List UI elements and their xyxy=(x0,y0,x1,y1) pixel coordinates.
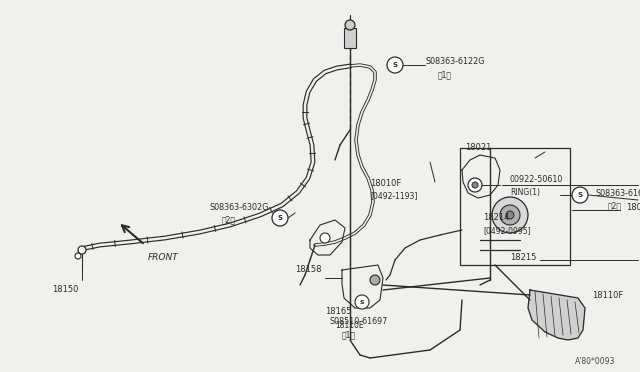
Text: [0492-1193]: [0492-1193] xyxy=(370,192,417,201)
Text: （2）: （2） xyxy=(608,202,622,211)
Circle shape xyxy=(355,295,369,309)
Circle shape xyxy=(370,275,380,285)
Text: S08510-61697: S08510-61697 xyxy=(330,317,388,327)
Text: S: S xyxy=(577,192,582,198)
Circle shape xyxy=(506,211,514,219)
Text: （2）: （2） xyxy=(222,215,236,224)
Circle shape xyxy=(387,57,403,73)
Text: S: S xyxy=(278,215,282,221)
Text: （1）: （1） xyxy=(438,71,452,80)
Circle shape xyxy=(500,205,520,225)
Circle shape xyxy=(572,187,588,203)
Text: 18110F: 18110F xyxy=(592,291,623,299)
Text: S08363-6122G: S08363-6122G xyxy=(425,58,484,67)
Bar xyxy=(460,148,570,265)
Text: 18010: 18010 xyxy=(626,202,640,212)
Circle shape xyxy=(492,197,528,233)
Text: 18110E: 18110E xyxy=(335,321,364,330)
Text: 00922-50610: 00922-50610 xyxy=(510,176,563,185)
Bar xyxy=(344,28,356,48)
Text: 18021: 18021 xyxy=(465,144,492,153)
Circle shape xyxy=(78,246,86,254)
Circle shape xyxy=(345,20,355,30)
Polygon shape xyxy=(528,290,585,340)
Text: S08363-6302G: S08363-6302G xyxy=(210,203,269,212)
Text: FRONT: FRONT xyxy=(148,253,179,262)
Circle shape xyxy=(320,233,330,243)
Text: 18165: 18165 xyxy=(325,308,351,317)
Text: 18010F: 18010F xyxy=(370,179,401,187)
Text: S: S xyxy=(360,299,364,305)
Text: A'80*0093: A'80*0093 xyxy=(575,357,616,366)
Text: 18214: 18214 xyxy=(483,214,509,222)
Text: 18158: 18158 xyxy=(295,266,321,275)
Circle shape xyxy=(272,210,288,226)
Circle shape xyxy=(472,182,478,188)
Text: 18215: 18215 xyxy=(510,253,536,263)
Circle shape xyxy=(75,253,81,259)
Text: （1）: （1） xyxy=(342,330,356,340)
Text: RING(1): RING(1) xyxy=(510,189,540,198)
Circle shape xyxy=(468,178,482,192)
Text: 18150: 18150 xyxy=(52,285,78,295)
Text: S08363-6162G: S08363-6162G xyxy=(595,189,640,198)
Text: [0492-0995]: [0492-0995] xyxy=(483,227,531,235)
Text: S: S xyxy=(392,62,397,68)
